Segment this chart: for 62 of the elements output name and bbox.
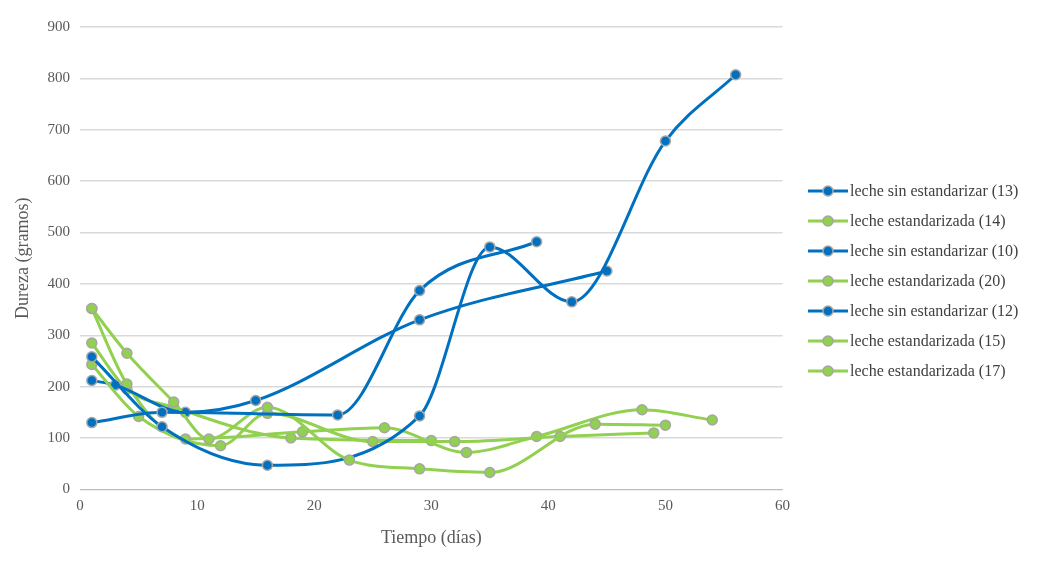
legend-label: leche estandarizada (20): [850, 271, 1006, 290]
point: [331, 409, 344, 421]
point: [659, 135, 672, 147]
point: [659, 419, 672, 431]
point: [530, 236, 543, 248]
y-tick-label: 500: [47, 223, 71, 240]
y-axis-title: Dureza (gramos): [11, 197, 33, 319]
point: [86, 374, 98, 387]
point: [249, 394, 262, 407]
point: [203, 433, 215, 445]
point: [413, 410, 426, 422]
point: [86, 351, 98, 363]
point: [296, 426, 309, 438]
point: [261, 459, 274, 471]
legend-label: leche estandarizada (17): [850, 361, 1006, 380]
point: [285, 432, 297, 444]
x-tick-label: 0: [76, 497, 84, 514]
point: [86, 337, 98, 349]
point: [460, 446, 473, 459]
point: [156, 420, 168, 433]
point: [413, 314, 426, 326]
x-tick-label: 30: [423, 497, 439, 514]
point: [86, 416, 98, 429]
y-tick-label: 200: [47, 377, 71, 394]
point: [484, 241, 496, 253]
y-tick-label: 700: [47, 120, 71, 137]
legend-label: leche sin estandarizar (12): [850, 301, 1019, 320]
legend-label: leche estandarizada (14): [850, 211, 1006, 230]
point: [413, 463, 426, 475]
point: [378, 422, 391, 434]
point: [448, 435, 461, 448]
point: [589, 418, 601, 430]
point: [484, 466, 496, 479]
y-tick-label: 100: [47, 428, 71, 445]
point: [566, 296, 578, 308]
point: [343, 454, 356, 466]
point: [636, 404, 648, 416]
x-tick-label: 10: [189, 497, 205, 514]
x-tick-label: 20: [306, 497, 322, 514]
x-tick-label: 40: [540, 497, 556, 514]
y-tick-label: 900: [47, 17, 71, 34]
legend-label: leche estandarizada (15): [850, 331, 1006, 350]
y-tick-label: 600: [47, 172, 71, 189]
point: [647, 427, 660, 439]
x-tick-label: 60: [775, 497, 790, 514]
point: [121, 347, 133, 359]
y-tick-label: 800: [47, 69, 71, 86]
y-tick-label: 300: [47, 326, 71, 343]
y-tick-label: 0: [62, 480, 71, 497]
x-tick-label: 50: [657, 497, 673, 514]
point: [413, 284, 426, 297]
point: [261, 401, 274, 413]
x-axis-title: Tiempo (días): [380, 526, 482, 548]
point: [156, 406, 168, 419]
legend-label: leche sin estandarizar (10): [850, 241, 1019, 260]
point: [729, 69, 742, 81]
point: [367, 435, 379, 448]
point: [214, 439, 227, 452]
point: [168, 396, 180, 408]
y-tick-label: 400: [47, 274, 71, 291]
point: [706, 414, 719, 426]
legend-label: leche sin estandarizar (13): [850, 181, 1019, 200]
